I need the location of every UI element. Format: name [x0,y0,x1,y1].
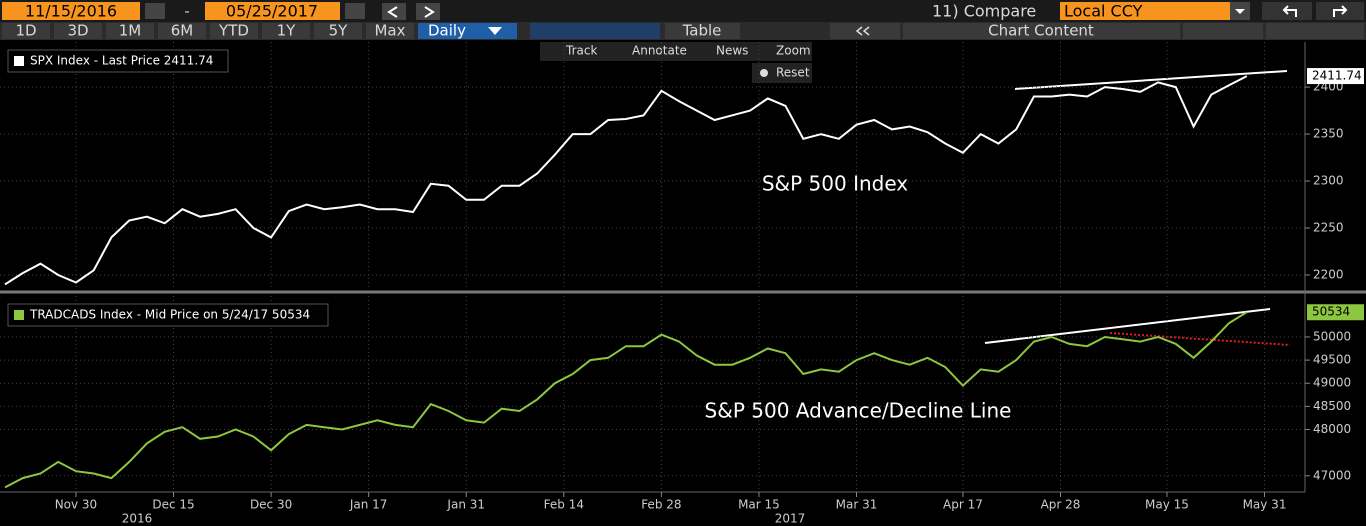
collapse-icon [855,26,870,36]
range-label[interactable]: 5Y [329,22,349,40]
y-tick-label: 48500 [1313,399,1351,413]
x-tick-label: Mar 15 [738,498,780,512]
y-tick-label: 47000 [1313,468,1351,482]
currency[interactable]: Local CCY [1064,2,1143,21]
annotation: S&P 500 Advance/Decline Line [705,399,1012,423]
range-button[interactable] [158,23,206,39]
end-date[interactable]: 05/25/2017 [226,2,318,21]
y-tick-label: 2200 [1313,267,1344,281]
tools-bar [540,42,812,61]
range-button[interactable] [54,23,102,39]
x-tick-label: Feb 14 [544,498,584,512]
start-date[interactable]: 11/15/2016 [25,2,117,21]
start-date-box[interactable] [2,2,140,20]
range-label[interactable]: Max [374,22,405,40]
calendar-icon[interactable] [145,3,165,19]
toolbar-top [0,0,1366,22]
next-arrow [424,6,435,18]
range-button[interactable] [106,23,154,39]
legend-swatch [14,310,24,320]
undo-icon [1282,5,1297,17]
x-tick-label: Feb 28 [641,498,681,512]
last-value-label: 50534 [1312,305,1350,319]
tool-label[interactable]: News [716,44,748,58]
redo-icon [1333,5,1348,17]
y-tick-label: 2350 [1313,127,1344,141]
y-tick-label: 2300 [1313,174,1344,188]
x-tick-label: Nov 30 [55,498,98,512]
tool-label[interactable]: Zoom [776,44,811,58]
x-tick-label: Apr 17 [943,498,983,512]
next-button[interactable] [416,3,440,20]
y-tick-label: 48000 [1313,422,1351,436]
reset-icon [760,69,768,77]
x-tick-label: Apr 28 [1041,498,1081,512]
compare[interactable]: 11) Compare [932,2,1036,21]
year-label: 2016 [122,512,153,526]
reset[interactable]: Reset [776,66,810,80]
legend-label: SPX Index - Last Price 2411.74 [30,54,213,68]
tool-label[interactable]: Track [565,44,597,58]
chart-type-box[interactable] [530,23,660,39]
frequency-arrow [488,27,502,35]
table-button[interactable] [665,23,740,39]
range-label[interactable]: 1Y [277,22,297,40]
x-tick-label: May 31 [1243,498,1287,512]
x-tick-label: May 15 [1145,498,1189,512]
year-label: 2017 [775,512,806,526]
last-value-label: 2411.74 [1312,69,1362,83]
x-tick-label: Mar 31 [836,498,878,512]
last-value-tag [1307,68,1364,85]
chart-content-button[interactable] [903,23,1180,39]
y-tick-label: 2250 [1313,221,1344,235]
legend-swatch [14,56,24,66]
range-label[interactable]: 3D [67,22,88,40]
range-label[interactable]: 6M [171,22,194,40]
x-tick-label: Dec 30 [250,498,292,512]
x-tick-label: Jan 17 [349,498,388,512]
last-value-tag [1307,304,1364,321]
settings-button[interactable] [1266,23,1364,39]
x-tick-label: Dec 15 [152,498,194,512]
frequency[interactable]: Daily [428,22,466,40]
range-button[interactable] [262,23,310,39]
series-line [4,75,1248,286]
range-button[interactable] [2,23,50,39]
range-label[interactable]: 1D [15,22,36,40]
date-separator: - [184,4,189,20]
legend-label: TRADCADS Index - Mid Price on 5/24/17 50… [29,308,310,322]
series-line [4,311,1248,489]
range-label[interactable]: YTD [218,22,249,40]
dropdown-arrow [1235,9,1245,14]
range-button[interactable] [366,23,414,39]
y-tick-label: 49500 [1313,353,1351,367]
end-date-box[interactable] [205,2,340,20]
table[interactable]: Table [682,22,722,40]
legend-box [7,49,229,73]
x-tick-label: Jan 31 [446,498,485,512]
reset-button[interactable] [752,63,812,83]
prev-arrow [387,6,398,18]
tool-label[interactable]: Annotate [632,44,687,58]
currency-box[interactable] [1060,2,1250,20]
prev-button[interactable] [382,3,406,20]
calendar-icon[interactable] [345,3,365,19]
range-label[interactable]: 1M [119,22,142,40]
range-button[interactable] [314,23,362,39]
edit-button[interactable] [1183,23,1263,39]
y-tick-label: 49000 [1313,376,1351,390]
legend-box [7,303,329,327]
annotation: S&P 500 Index [762,172,908,196]
y-tick-label: 50000 [1313,329,1351,343]
range-button[interactable] [210,23,258,39]
chart-content[interactable]: Chart Content [988,22,1094,40]
